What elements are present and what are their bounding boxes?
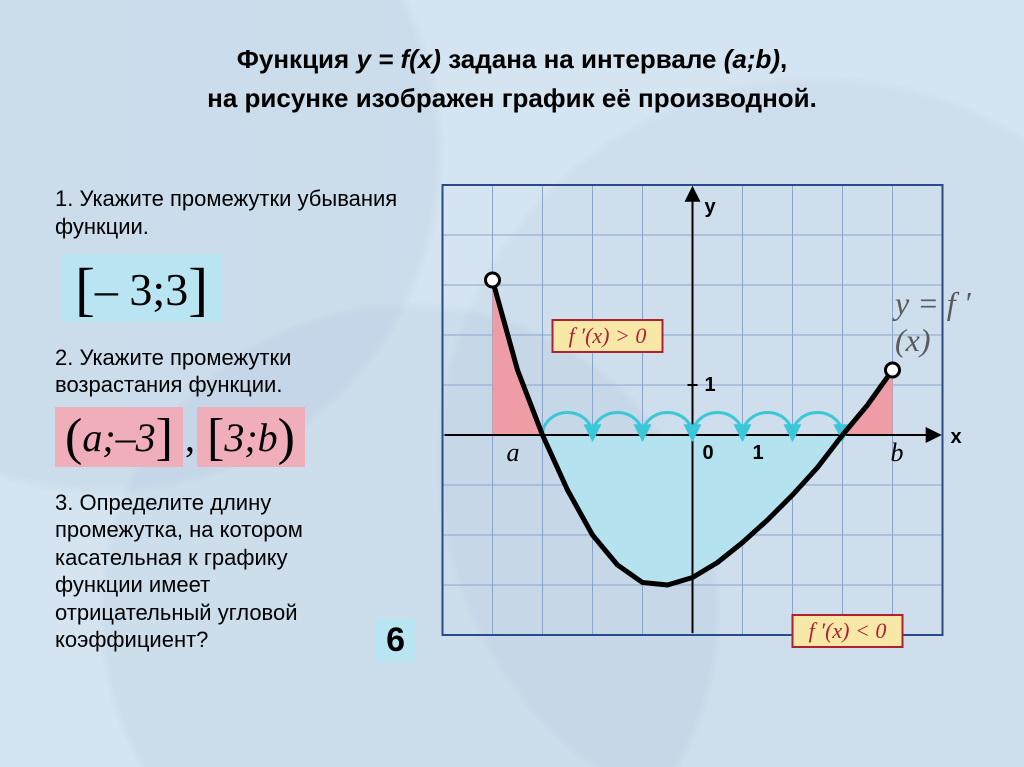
svg-text:f ′(x) < 0: f ′(x) < 0 xyxy=(809,618,887,643)
slide-page: Функция y = f(x) задана на интервале (a;… xyxy=(0,0,1024,767)
title-prefix: Функция xyxy=(237,44,357,74)
question-2: 2. Укажите промежутки возрастания функци… xyxy=(55,344,415,399)
answer-2b: [3;b) xyxy=(197,407,305,467)
answer-2a: (a;–3] xyxy=(55,407,183,467)
title-suffix: , xyxy=(780,44,787,74)
svg-text:f ′(x) > 0: f ′(x) > 0 xyxy=(569,323,647,348)
title-function: y = f(x) xyxy=(356,44,441,74)
svg-text:0: 0 xyxy=(703,442,714,464)
svg-text:1: 1 xyxy=(753,442,764,464)
questions-column: 1. Укажите промежутки убывания функции. … xyxy=(55,185,415,662)
equation-label: y = f ′(x) xyxy=(895,285,1005,359)
answer-3: 6 xyxy=(376,619,415,662)
title-mid: задана на интервале xyxy=(448,44,724,74)
derivative-graph: y x 0 1 1 a b f ′(x) > 0 f ′(x) < 0 xyxy=(420,175,1005,655)
title-line2: на рисунке изображен график её производн… xyxy=(207,83,817,113)
svg-text:1: 1 xyxy=(705,374,716,396)
answer-1: [– 3;3] xyxy=(61,254,222,322)
svg-text:y: y xyxy=(705,196,717,218)
question-3: 3. Определите длину промежутка, на котор… xyxy=(55,489,364,654)
question-1: 1. Укажите промежутки убывания функции. xyxy=(55,185,415,240)
page-title: Функция y = f(x) задана на интервале (a;… xyxy=(0,40,1024,118)
question-3-row: 3. Определите длину промежутка, на котор… xyxy=(55,489,415,662)
chart-area: y x 0 1 1 a b f ′(x) > 0 f ′(x) < 0 y = f ′(x) xyxy=(420,175,1005,655)
svg-text:x: x xyxy=(951,426,962,448)
answer-2b-value: 3;b xyxy=(224,415,277,460)
answer-1-value: – 3;3 xyxy=(95,264,188,315)
svg-text:a: a xyxy=(507,438,520,467)
answer-2a-value: a;–3 xyxy=(82,415,155,460)
answer-2: (a;–3],[3;b) xyxy=(55,407,415,467)
title-interval: (a;b) xyxy=(724,44,780,74)
svg-text:b: b xyxy=(891,438,904,467)
